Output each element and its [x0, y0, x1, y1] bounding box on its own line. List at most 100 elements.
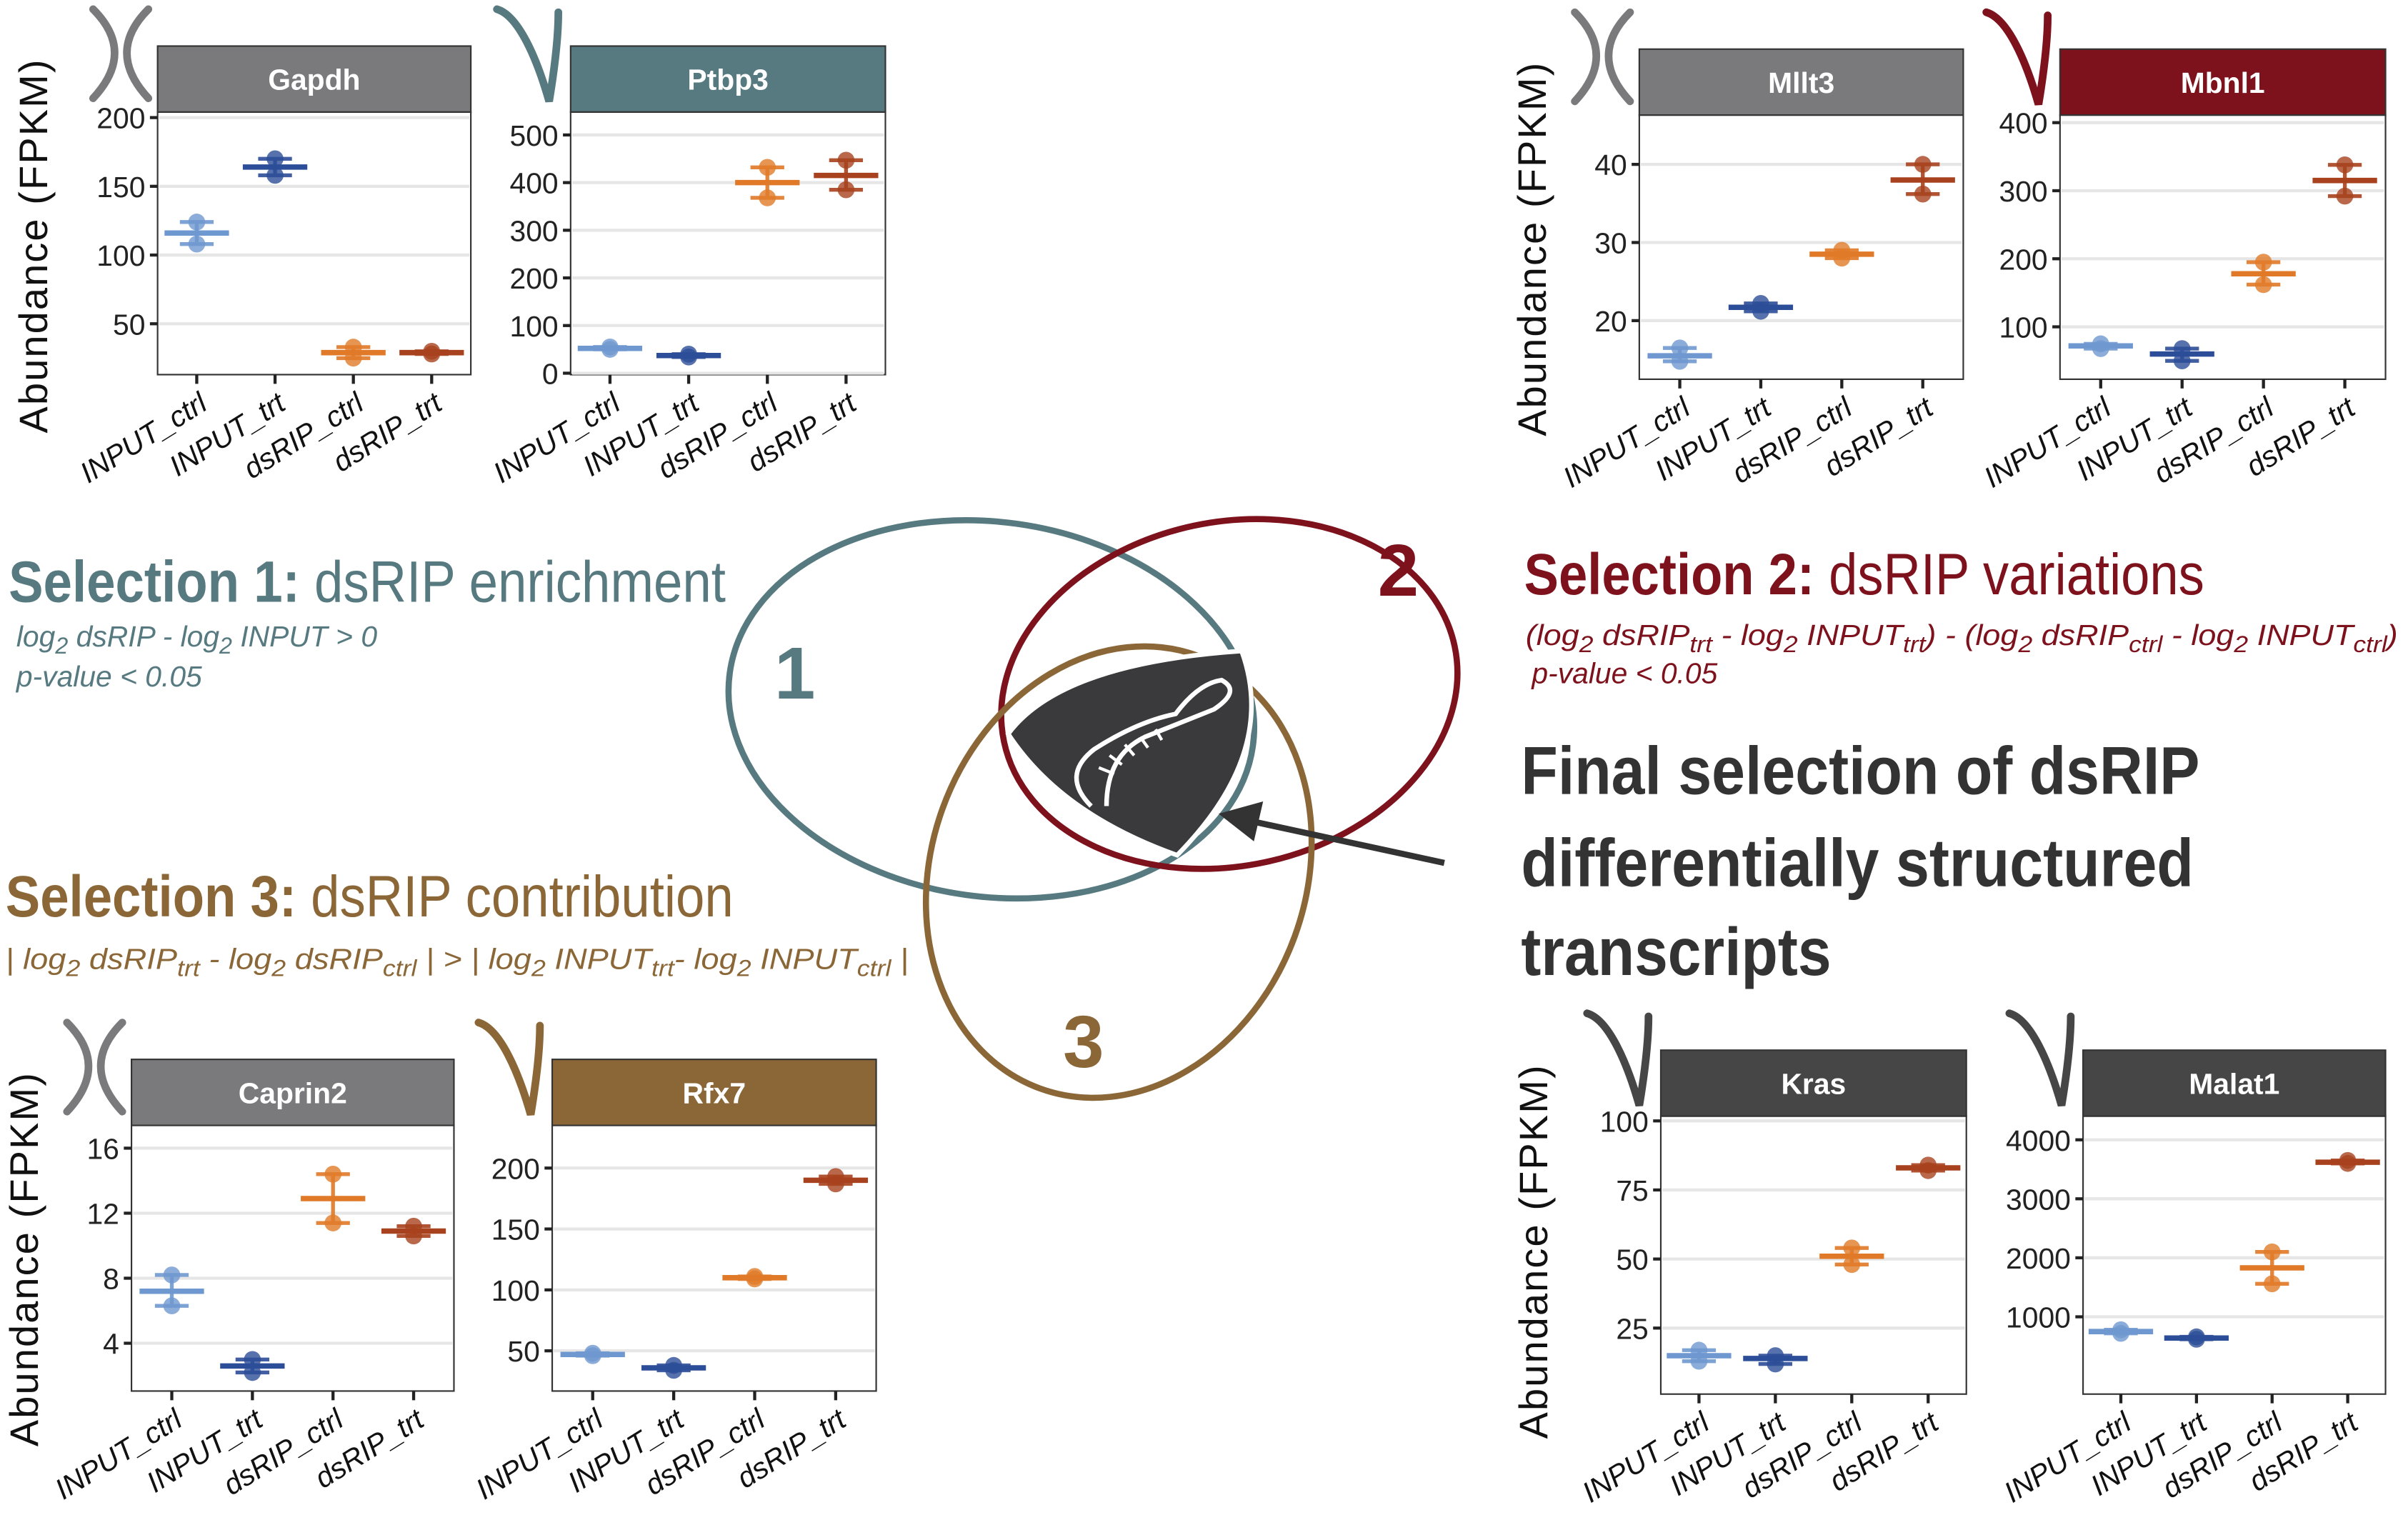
formula-text: dsRIP: [286, 942, 383, 975]
formula-text: | log: [6, 942, 66, 975]
venn-label-2: 2: [1378, 529, 1419, 611]
formula-subscript: 2: [736, 955, 751, 981]
formula-text: dsRIP: [1594, 619, 1690, 651]
formula-subscript: trt: [1689, 631, 1714, 656]
y-tick-label: 400: [510, 167, 559, 200]
data-point: [266, 166, 284, 184]
cross-stroke: [89, 5, 119, 102]
venn-label-3: 3: [1063, 1001, 1104, 1083]
y-tick-label: 100: [491, 1274, 540, 1307]
data-point: [759, 159, 776, 176]
selection-3-name: dsRIP contribution: [296, 864, 734, 929]
formula-subscript: trt: [651, 955, 676, 981]
panel-rfx7: Rfx750100150200INPUT_ctrlINPUT_trtdsRIP_…: [470, 1019, 877, 1506]
data-point: [2092, 340, 2109, 357]
data-point: [2254, 276, 2272, 294]
y-tick-label: 30: [1594, 227, 1627, 260]
data-point: [2336, 156, 2354, 174]
cross-stroke: [63, 1019, 93, 1116]
arrow-icon: [1218, 801, 1445, 866]
selection-2-formula: (log 2 dsRIP trt - log 2 INPUT trt) - (log 2 …: [1526, 619, 2398, 657]
y-tick-label: 200: [1999, 243, 2048, 276]
data-point: [163, 1266, 181, 1284]
y-tick-label: 150: [96, 171, 145, 204]
plot-area: [2059, 114, 2387, 380]
strip-header: [1659, 1049, 1967, 1117]
selection-1-formula: log2 dsRIP - log2 INPUT > 0: [16, 620, 377, 659]
formula-text: (log: [1526, 619, 1579, 651]
cross-icon: [89, 5, 153, 102]
strip-header: [131, 1059, 455, 1126]
data-point: [2336, 187, 2354, 205]
formula-text: dsRIP: [2032, 619, 2129, 651]
selection-1-pvalue: p-value < 0.05: [15, 660, 202, 693]
panel-title: Gapdh: [268, 64, 360, 96]
data-point: [2254, 254, 2272, 271]
panel-kras: Kras255075100INPUT_ctrlINPUT_trtdsRIP_ct…: [1577, 1009, 1967, 1509]
formula-text: - log: [2162, 619, 2234, 651]
selection-2-name: dsRIP variations: [1814, 542, 2204, 607]
y-tick-label: 1000: [2006, 1301, 2071, 1334]
y-tick-label: 200: [96, 102, 145, 135]
y-tick-label: 12: [86, 1198, 119, 1231]
y-tick-label: 4000: [2006, 1124, 2071, 1157]
dsRNA-shield-icon: [1005, 649, 1254, 858]
y-tick-label: 20: [1594, 305, 1627, 338]
y-tick-label: 40: [1594, 149, 1627, 181]
formula-text: INPUT: [1798, 619, 1906, 651]
formula-text: INPUT: [751, 942, 860, 975]
data-point: [266, 150, 284, 168]
venn-circle-1: [725, 517, 1258, 902]
selection-2-bold: Selection 2:: [1524, 542, 1814, 607]
formula-subscript: 2: [1579, 631, 1594, 656]
panel-title: Caprin2: [239, 1076, 347, 1109]
y-tick-label: 8: [103, 1263, 119, 1296]
data-point: [324, 1166, 342, 1183]
data-point: [163, 1297, 181, 1315]
y-tick-label: 25: [1616, 1312, 1648, 1345]
y-tick-label: 16: [86, 1132, 119, 1165]
formula-text: ) - (log: [1922, 619, 2019, 651]
plot-area: [131, 1124, 455, 1392]
plot-area: [569, 111, 886, 376]
y-axis-label-bottom-left: Abundance (FPKM): [1, 1071, 46, 1446]
panel-title: Kras: [1781, 1068, 1846, 1101]
plot-area: [1638, 114, 1964, 380]
data-point: [759, 189, 776, 206]
data-point: [1919, 1162, 1937, 1179]
venn-circle-2: [998, 516, 1461, 872]
formula-text: - log: [200, 942, 272, 975]
check-stroke: [493, 5, 563, 103]
selection-3-title: Selection 3: dsRIP contribution: [6, 864, 734, 929]
panel-title: Mbnl1: [2181, 66, 2265, 99]
cross-stroke: [123, 5, 153, 102]
data-point: [837, 181, 855, 199]
check-icon: [474, 1019, 544, 1116]
formula-text: dsRIP - log: [68, 620, 219, 653]
final-selection-line-1: Final selection of dsRIP: [1521, 733, 2199, 809]
panel-malat1: Malat11000200030004000INPUT_ctrlINPUT_tr…: [1998, 1009, 2387, 1509]
panel-ptbp3: Ptbp30100200300400500INPUT_ctrlINPUT_trt…: [487, 5, 886, 489]
check-stroke: [1982, 8, 2052, 106]
formula-text: dsRIP: [80, 942, 177, 975]
strip-header: [2082, 1049, 2387, 1117]
strip-header: [551, 1059, 877, 1126]
y-axis-label-bottom-right: Abundance (FPKM): [1511, 1064, 1556, 1439]
data-point: [1914, 156, 1932, 173]
formula-subscript: 2: [1783, 631, 1798, 656]
selection-1-title: Selection 1: dsRIP enrichment: [9, 550, 726, 615]
plot-area: [551, 1124, 877, 1392]
y-tick-label: 50: [1616, 1244, 1648, 1276]
check-icon: [1982, 8, 2052, 106]
data-point: [324, 1214, 342, 1231]
y-tick-label: 400: [1999, 107, 2048, 140]
data-point: [188, 235, 206, 253]
strip-header: [569, 45, 886, 113]
y-tick-label: 100: [1600, 1105, 1649, 1138]
check-stroke: [1583, 1009, 1653, 1107]
data-point: [1914, 185, 1932, 203]
check-icon: [493, 5, 563, 103]
selection-3-formula: | log 2 dsRIP trt - log 2 dsRIP ctrl | > | l…: [6, 942, 909, 981]
formula-subscript: ctrl: [857, 955, 892, 981]
